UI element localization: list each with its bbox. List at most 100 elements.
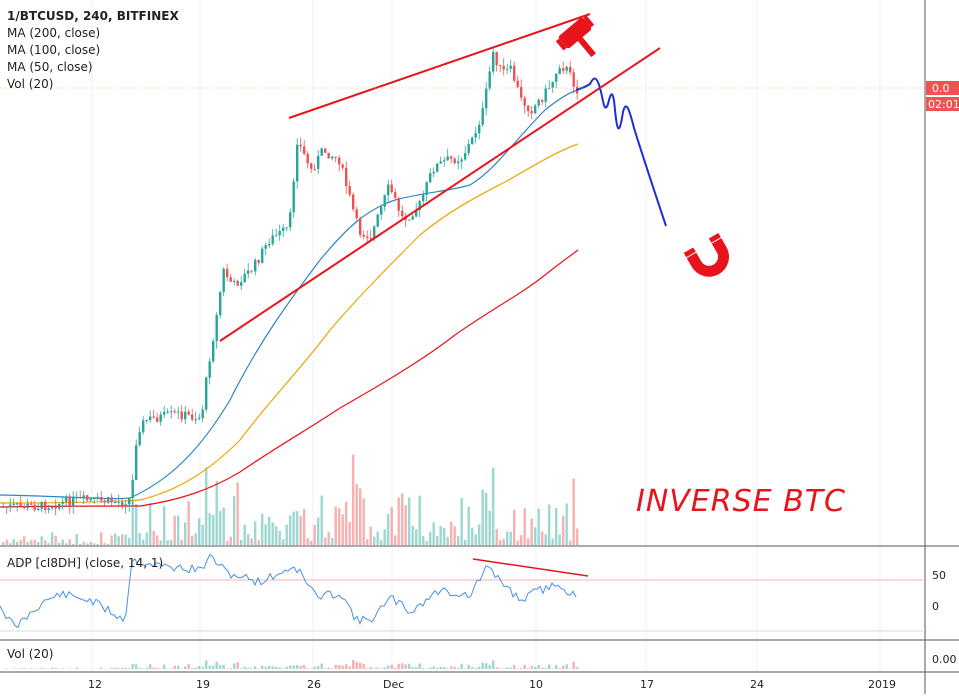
volume-sub-bar (216, 662, 218, 669)
candle-body (6, 507, 8, 508)
candle-body (13, 504, 15, 505)
volume-sub-bar (440, 667, 442, 669)
candle-body (468, 144, 470, 153)
candle-body (44, 502, 46, 510)
volume-sub-bar (391, 665, 393, 669)
wedge-lower-trendline[interactable] (220, 48, 660, 341)
candle-body (485, 89, 487, 109)
volume-sub-bar (531, 666, 533, 669)
volume-sub-bar (552, 668, 554, 669)
candle-body (240, 282, 242, 285)
volume-sub-bar (464, 668, 466, 669)
candle-body (188, 412, 190, 415)
candle-body (450, 156, 452, 158)
volume-bar (464, 540, 466, 545)
candle-body (65, 497, 67, 501)
volume-sub-bar (23, 668, 25, 669)
candle-body (352, 195, 354, 210)
volume-bar (405, 505, 407, 545)
candle-body (454, 159, 456, 164)
volume-bar (307, 538, 309, 545)
volume-sub-bar (202, 667, 204, 669)
adp-tick-50: 50 (932, 569, 946, 582)
volume-bar (198, 518, 200, 545)
volume-sub-bar (433, 666, 435, 669)
volume-bar (174, 516, 176, 545)
candle-body (83, 495, 85, 497)
volume-sub-bar (489, 665, 491, 669)
volume-bar (114, 534, 116, 545)
candle-body (394, 192, 396, 198)
volume-bar (419, 496, 421, 545)
volume-bar (160, 540, 162, 545)
candle-body (160, 415, 162, 422)
volume-bar (401, 493, 403, 545)
volume-sub-bar (55, 668, 57, 669)
candle-body (555, 74, 557, 82)
volume-sub-bar (177, 666, 179, 669)
volume-bar (237, 482, 239, 545)
candle-body (559, 68, 561, 74)
volume-bar (317, 518, 319, 545)
candle-body (146, 420, 148, 421)
wedge-upper-trendline[interactable] (289, 14, 590, 118)
candle-body (282, 228, 284, 231)
volume-sub-bar (447, 668, 449, 669)
volume-bar (13, 539, 15, 545)
candle-body (359, 218, 361, 235)
vol-tick: 0.00 (932, 653, 957, 666)
volume-bar (9, 543, 11, 545)
candle-body (286, 227, 288, 228)
annotation-inverse-btc[interactable]: INVERSE BTC (636, 484, 846, 519)
volume-sub-bar (520, 668, 522, 669)
volume-sub-bar (272, 666, 274, 669)
volume-bar (384, 529, 386, 545)
volume-bar (415, 529, 417, 545)
volume-bar (324, 537, 326, 545)
volume-sub-bar (146, 668, 148, 669)
volume-bar (23, 536, 25, 545)
candle-body (258, 260, 260, 263)
volume-sub-bar (233, 664, 235, 669)
volume-bar (258, 540, 260, 545)
candle-body (447, 156, 449, 160)
candle-body (338, 158, 340, 165)
volume-bar (468, 507, 470, 545)
volume-bar (226, 541, 228, 545)
volume-bar (422, 536, 424, 545)
candle-body (398, 198, 400, 211)
candle-body (181, 412, 183, 420)
volume-bar (408, 497, 410, 545)
volume-sub-bar (76, 668, 78, 669)
candle-body (573, 72, 575, 86)
volume-bar (212, 515, 214, 545)
legend-vol: Vol (20) (7, 76, 53, 93)
volume-sub-bar (331, 668, 333, 669)
vol-label: Vol (20) (7, 647, 53, 661)
volume-bar (44, 540, 46, 545)
volume-bar (146, 533, 148, 545)
volume-sub-bar (401, 663, 403, 669)
volume-sub-bar (503, 668, 505, 669)
projection-path[interactable] (576, 79, 666, 227)
candle-body (545, 88, 547, 101)
volume-bar (443, 528, 445, 545)
candle-body (167, 412, 169, 413)
candle-body (104, 501, 106, 503)
candle-body (475, 133, 477, 137)
volume-bar (149, 503, 151, 545)
volume-sub-bar (30, 668, 32, 669)
volume-sub-bar (394, 668, 396, 669)
volume-sub-bar (153, 667, 155, 669)
volume-sub-bar (13, 668, 15, 669)
volume-sub-bar (219, 665, 221, 669)
candle-body (62, 502, 64, 504)
candle-body (93, 497, 95, 499)
volume-sub-bar (170, 668, 172, 669)
volume-sub-bar (422, 668, 424, 669)
x-tick-2019: 2019 (868, 678, 896, 691)
volume-sub-bar (482, 663, 484, 669)
volume-sub-bar (244, 667, 246, 669)
